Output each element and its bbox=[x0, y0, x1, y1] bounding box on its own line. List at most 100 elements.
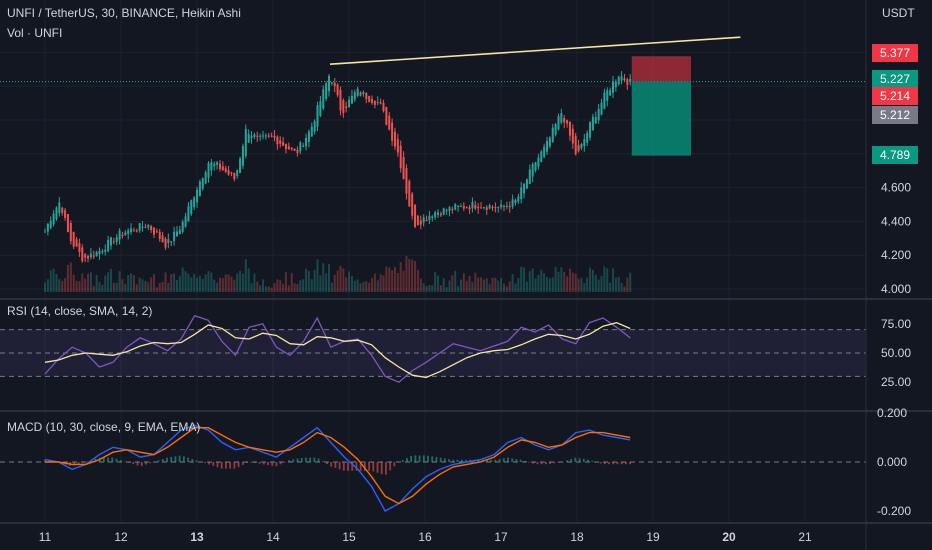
candle-body bbox=[178, 229, 181, 234]
macd-histogram-bar bbox=[203, 462, 206, 464]
volume-bar bbox=[342, 268, 345, 292]
macd-pane bbox=[0, 424, 866, 512]
short-position-tool[interactable] bbox=[631, 56, 691, 156]
volume-bar bbox=[414, 261, 417, 292]
macd-histogram-bar bbox=[380, 462, 383, 475]
macd-histogram-bar bbox=[406, 458, 408, 462]
volume-bar bbox=[391, 270, 394, 292]
volume-bar bbox=[485, 278, 488, 292]
candle-body bbox=[471, 202, 474, 209]
macd-histogram-bar bbox=[225, 462, 227, 469]
symbol-legend[interactable]: UNFI / TetherUS, 30, BINANCE, Heikin Ash… bbox=[7, 6, 241, 20]
volume-bar bbox=[617, 276, 620, 292]
volume-bar bbox=[247, 268, 250, 292]
macd-legend[interactable]: MACD (10, 30, close, 9, EMA, EMA) bbox=[7, 420, 201, 434]
macd-histogram-bar bbox=[587, 459, 589, 462]
volume-bar bbox=[611, 268, 614, 292]
candle-body bbox=[201, 178, 204, 189]
candle-body bbox=[78, 243, 81, 252]
macd-histogram-bar bbox=[153, 461, 156, 463]
macd-histogram-bar bbox=[241, 462, 244, 466]
price-tick-label: 4.000 bbox=[881, 282, 911, 296]
volume-bar bbox=[416, 269, 419, 292]
candle-body bbox=[525, 179, 528, 189]
candle-body bbox=[256, 135, 259, 137]
volume-bar bbox=[44, 282, 46, 292]
volume-bar bbox=[282, 283, 285, 292]
price-badge-text: 4.789 bbox=[880, 148, 910, 162]
macd-histogram-bar bbox=[132, 462, 135, 465]
macd-histogram-bar bbox=[389, 462, 392, 471]
macd-histogram-bar bbox=[271, 462, 274, 466]
x-tick-label: 13 bbox=[190, 530, 204, 544]
candle-body bbox=[405, 168, 408, 194]
volume-bar bbox=[253, 273, 256, 292]
candle-body bbox=[465, 207, 468, 209]
volume-bar bbox=[566, 276, 569, 292]
candle-body bbox=[589, 122, 592, 138]
candle-body bbox=[325, 83, 328, 99]
volume-bar bbox=[457, 286, 460, 292]
candle-body bbox=[98, 250, 101, 255]
volume-bar bbox=[75, 281, 78, 292]
candle-body bbox=[322, 89, 325, 109]
price-badge: 5.212 bbox=[872, 106, 918, 124]
volume-bar bbox=[534, 278, 537, 292]
volume-legend[interactable]: Vol · UNFI bbox=[7, 26, 63, 40]
resistance-trendline[interactable] bbox=[329, 36, 741, 66]
candle-body bbox=[391, 122, 394, 141]
volume-bar bbox=[296, 283, 299, 292]
candlestick-series bbox=[44, 70, 632, 263]
volume-bar bbox=[127, 275, 130, 292]
volume-bar bbox=[290, 273, 293, 292]
volume-bar bbox=[170, 274, 173, 292]
candle-body bbox=[425, 219, 428, 221]
volume-bar bbox=[190, 277, 193, 292]
candle-body bbox=[296, 149, 299, 154]
macd-histogram-bar bbox=[338, 462, 341, 470]
volume-bar bbox=[132, 275, 135, 292]
macd-histogram-bar bbox=[334, 462, 337, 468]
candle-body bbox=[164, 238, 167, 248]
volume-bar bbox=[554, 267, 557, 292]
candle-body bbox=[379, 102, 382, 104]
candle-body bbox=[385, 107, 388, 125]
volume-bar bbox=[388, 267, 391, 292]
volume-bar bbox=[276, 279, 279, 292]
volume-bar bbox=[210, 272, 213, 292]
volume-bar bbox=[239, 270, 242, 292]
volume-bar bbox=[98, 281, 101, 292]
volume-bar bbox=[586, 277, 589, 292]
macd-histogram-bar bbox=[288, 460, 290, 462]
volume-bar bbox=[153, 274, 156, 292]
volume-bar bbox=[491, 277, 494, 292]
rsi-legend[interactable]: RSI (14, close, SMA, 14, 2) bbox=[7, 304, 153, 318]
volume-bar bbox=[158, 282, 161, 292]
candle-body bbox=[442, 208, 445, 215]
price-badge-text: 5.227 bbox=[880, 72, 910, 86]
candle-body bbox=[362, 92, 365, 94]
volume-bar bbox=[620, 282, 623, 292]
volume-bar bbox=[72, 274, 75, 292]
candle-body bbox=[388, 115, 391, 130]
volume-bar bbox=[49, 270, 52, 292]
candle-body bbox=[414, 204, 417, 227]
volume-bar bbox=[497, 280, 500, 292]
candle-body bbox=[132, 230, 135, 232]
macd-histogram-bar bbox=[490, 459, 493, 462]
macd-histogram-bar bbox=[502, 458, 505, 462]
volume-bar bbox=[167, 282, 170, 292]
candle-body bbox=[393, 131, 396, 147]
candle-body bbox=[339, 89, 342, 111]
candle-body bbox=[144, 226, 147, 228]
price-badge-text: 5.212 bbox=[880, 108, 910, 122]
volume-bar bbox=[480, 277, 483, 292]
volume-bar bbox=[468, 275, 471, 292]
macd-histogram-bar bbox=[111, 457, 114, 462]
volume-bar bbox=[115, 282, 118, 292]
volume-bar bbox=[244, 259, 247, 292]
candle-body bbox=[307, 131, 310, 143]
volume-bar bbox=[52, 268, 55, 292]
